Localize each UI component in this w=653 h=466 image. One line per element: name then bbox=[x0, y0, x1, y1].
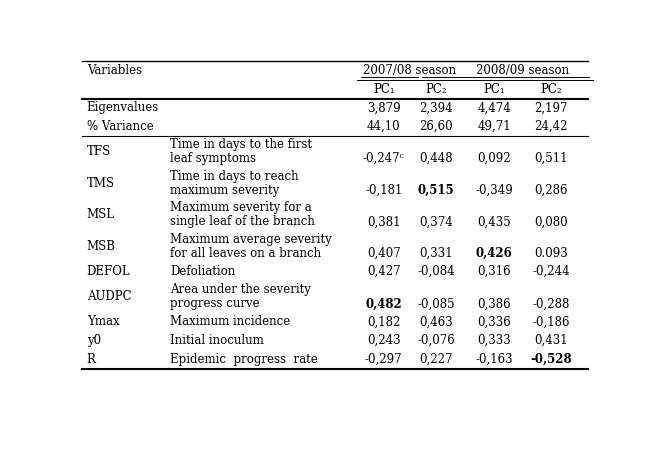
Text: 0,336: 0,336 bbox=[477, 315, 511, 329]
Text: PC₁: PC₁ bbox=[483, 83, 505, 96]
Text: progress curve: progress curve bbox=[170, 297, 260, 310]
Text: MSL: MSL bbox=[87, 208, 115, 221]
Text: 0,227: 0,227 bbox=[419, 353, 453, 366]
Text: -0,076: -0,076 bbox=[417, 334, 454, 347]
Text: -0,163: -0,163 bbox=[475, 353, 513, 366]
Text: Initial inoculum: Initial inoculum bbox=[170, 334, 264, 347]
Text: -0,244: -0,244 bbox=[532, 265, 570, 278]
Text: Maximum severity for a: Maximum severity for a bbox=[170, 201, 312, 214]
Text: Maximum average severity: Maximum average severity bbox=[170, 233, 332, 246]
Text: 2008/09 season: 2008/09 season bbox=[476, 64, 569, 77]
Text: 0,243: 0,243 bbox=[367, 334, 400, 347]
Text: -0,181: -0,181 bbox=[365, 184, 402, 197]
Text: 2,197: 2,197 bbox=[535, 101, 568, 114]
Text: Maximum incidence: Maximum incidence bbox=[170, 315, 291, 329]
Text: -0,349: -0,349 bbox=[475, 184, 513, 197]
Text: 0,511: 0,511 bbox=[535, 152, 568, 165]
Text: -0,186: -0,186 bbox=[532, 315, 570, 329]
Text: -0,288: -0,288 bbox=[533, 297, 570, 310]
Text: 0,333: 0,333 bbox=[477, 334, 511, 347]
Text: -0,528: -0,528 bbox=[530, 353, 572, 366]
Text: R: R bbox=[87, 353, 95, 366]
Text: 49,71: 49,71 bbox=[477, 120, 511, 133]
Text: leaf symptoms: leaf symptoms bbox=[170, 152, 256, 165]
Text: Area under the severity: Area under the severity bbox=[170, 283, 311, 296]
Text: 0,448: 0,448 bbox=[419, 152, 453, 165]
Text: 0,431: 0,431 bbox=[534, 334, 568, 347]
Text: Time in days to reach: Time in days to reach bbox=[170, 170, 299, 183]
Text: 2,394: 2,394 bbox=[419, 101, 453, 114]
Text: 0,515: 0,515 bbox=[417, 184, 454, 197]
Text: 44,10: 44,10 bbox=[367, 120, 400, 133]
Text: 0,316: 0,316 bbox=[477, 265, 511, 278]
Text: -0,084: -0,084 bbox=[417, 265, 454, 278]
Text: 0,427: 0,427 bbox=[367, 265, 400, 278]
Text: PC₂: PC₂ bbox=[425, 83, 447, 96]
Text: 0,386: 0,386 bbox=[477, 297, 511, 310]
Text: Defoliation: Defoliation bbox=[170, 265, 236, 278]
Text: 0.093: 0.093 bbox=[534, 247, 568, 260]
Text: 2007/08 season: 2007/08 season bbox=[363, 64, 456, 77]
Text: AUDPC: AUDPC bbox=[87, 290, 131, 303]
Text: 24,42: 24,42 bbox=[535, 120, 568, 133]
Text: y0: y0 bbox=[87, 334, 101, 347]
Text: -0,085: -0,085 bbox=[417, 297, 454, 310]
Text: 0,182: 0,182 bbox=[367, 315, 400, 329]
Text: 0,381: 0,381 bbox=[367, 215, 400, 228]
Text: 3,879: 3,879 bbox=[367, 101, 400, 114]
Text: DEFOL: DEFOL bbox=[87, 265, 131, 278]
Text: 26,60: 26,60 bbox=[419, 120, 453, 133]
Text: for all leaves on a branch: for all leaves on a branch bbox=[170, 247, 321, 260]
Text: TMS: TMS bbox=[87, 177, 115, 190]
Text: PC₁: PC₁ bbox=[373, 83, 394, 96]
Text: 0,407: 0,407 bbox=[367, 247, 401, 260]
Text: PC₂: PC₂ bbox=[541, 83, 562, 96]
Text: maximum severity: maximum severity bbox=[170, 184, 279, 197]
Text: Time in days to the first: Time in days to the first bbox=[170, 138, 312, 151]
Text: 0,286: 0,286 bbox=[535, 184, 568, 197]
Text: 4,474: 4,474 bbox=[477, 101, 511, 114]
Text: -0,297: -0,297 bbox=[365, 353, 402, 366]
Text: 0,482: 0,482 bbox=[366, 297, 402, 310]
Text: 0,080: 0,080 bbox=[534, 215, 568, 228]
Text: -0,247ᶜ: -0,247ᶜ bbox=[363, 152, 405, 165]
Text: Eigenvalues: Eigenvalues bbox=[87, 101, 159, 114]
Text: 0,331: 0,331 bbox=[419, 247, 453, 260]
Text: % Variance: % Variance bbox=[87, 120, 153, 133]
Text: Variables: Variables bbox=[87, 64, 142, 77]
Text: 0,435: 0,435 bbox=[477, 215, 511, 228]
Text: 0,092: 0,092 bbox=[477, 152, 511, 165]
Text: Epidemic  progress  rate: Epidemic progress rate bbox=[170, 353, 318, 366]
Text: MSB: MSB bbox=[87, 240, 116, 253]
Text: 0,374: 0,374 bbox=[419, 215, 453, 228]
Text: 0,426: 0,426 bbox=[475, 247, 513, 260]
Text: single leaf of the branch: single leaf of the branch bbox=[170, 215, 315, 228]
Text: 0,463: 0,463 bbox=[419, 315, 453, 329]
Text: Ymax: Ymax bbox=[87, 315, 119, 329]
Text: TFS: TFS bbox=[87, 145, 111, 158]
